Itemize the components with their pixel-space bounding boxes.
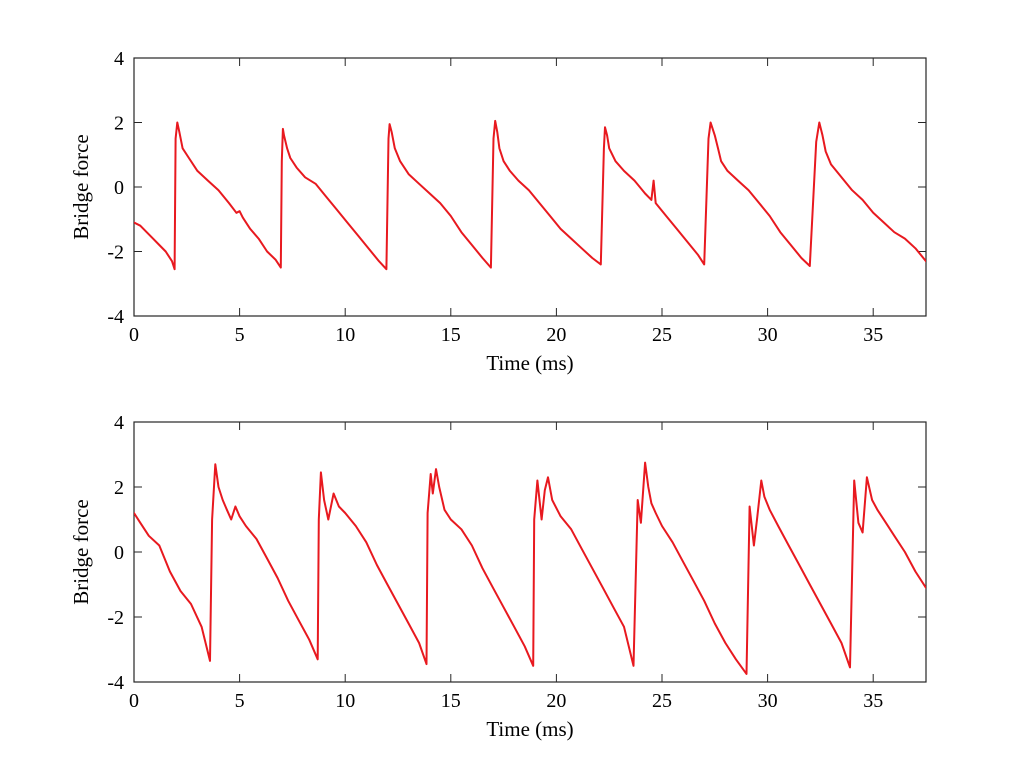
y-axis-label: Bridge force (69, 499, 93, 605)
x-axis-label: Time (ms) (486, 351, 573, 375)
y-tick-label: 2 (114, 113, 124, 135)
x-tick-label: 0 (129, 324, 139, 346)
x-tick-label: 10 (335, 324, 355, 346)
x-tick-label: 10 (335, 690, 355, 712)
x-tick-label: 5 (235, 324, 245, 346)
y-tick-label: -2 (107, 242, 124, 264)
x-tick-label: 30 (758, 324, 778, 346)
series-line (134, 461, 926, 675)
x-axis-label: Time (ms) (486, 717, 573, 741)
x-tick-label: 35 (863, 690, 883, 712)
plot-frame (133, 421, 927, 683)
series-line (134, 119, 926, 271)
x-tick-label: 15 (441, 690, 461, 712)
chart-panel-1: 0 5 10 15 20 25 30 35 -4 -2 0 2 4 Time (ms) Bridge for… (69, 48, 927, 375)
x-tick-label: 20 (546, 690, 566, 712)
chart-panel-2: 0 5 10 15 20 25 30 35 -4 -2 0 2 4 Time (ms) Bridge for… (69, 412, 927, 741)
plot-frame (133, 57, 927, 317)
x-tick-label: 0 (129, 690, 139, 712)
x-tick-label: 20 (546, 324, 566, 346)
y-tick-label: -4 (107, 306, 124, 328)
x-tick-label: 25 (652, 690, 672, 712)
x-tick-label: 35 (863, 324, 883, 346)
x-tick-label: 25 (652, 324, 672, 346)
y-tick-label: 2 (114, 477, 124, 499)
y-tick-label: 0 (114, 177, 124, 199)
x-tick-label: 15 (441, 324, 461, 346)
y-tick-label: 0 (114, 542, 124, 564)
y-tick-label: 4 (114, 48, 124, 70)
y-axis-label: Bridge force (69, 134, 93, 240)
x-tick-label: 30 (758, 690, 778, 712)
y-tick-label: 4 (114, 412, 124, 434)
x-tick-label: 5 (235, 690, 245, 712)
y-tick-label: -4 (107, 672, 124, 694)
y-tick-label: -2 (107, 607, 124, 629)
